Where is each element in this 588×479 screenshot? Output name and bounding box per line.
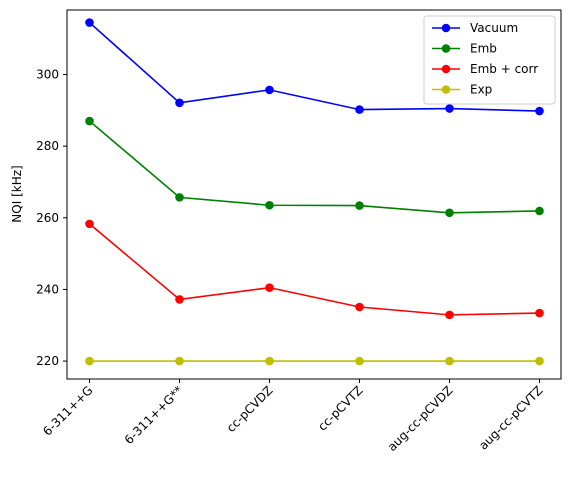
x-tick-label: cc-pCVDZ xyxy=(224,383,276,435)
y-tick-label: 260 xyxy=(36,211,59,225)
legend-label: Vacuum xyxy=(470,21,518,35)
series-emb xyxy=(85,116,544,218)
series-exp xyxy=(85,356,544,366)
series-line xyxy=(88,21,540,112)
data-point xyxy=(85,219,94,229)
data-point xyxy=(355,201,364,210)
x-tick-label: 6-311++G xyxy=(40,383,95,438)
data-point xyxy=(175,98,184,108)
data-point xyxy=(85,18,94,27)
data-point xyxy=(355,105,364,114)
x-tick-label: cc-pCVTZ xyxy=(315,383,365,433)
data-point xyxy=(85,116,94,126)
legend-item: Emb xyxy=(432,42,497,56)
series-emb-corr xyxy=(85,219,544,320)
x-axis-ticks: 6-311++G 6-311++G** cc-pCVDZ cc-pCVTZ aug-cc… xyxy=(40,379,546,454)
plot-frame xyxy=(66,9,562,380)
legend-marker xyxy=(441,44,451,53)
data-point xyxy=(445,356,454,366)
y-axis-label: NQI [kHz] xyxy=(10,165,24,222)
legend-marker xyxy=(441,64,451,74)
legend-item: Exp xyxy=(432,83,492,97)
data-point xyxy=(445,310,454,320)
legend-frame xyxy=(423,15,556,105)
data-point xyxy=(175,193,184,202)
y-axis-ticks: 220 240 260 280 300 xyxy=(36,67,67,368)
legend-marker xyxy=(441,85,451,94)
data-point xyxy=(535,308,544,318)
x-tick-label: aug-cc-pCVTZ xyxy=(476,383,545,452)
x-tick-label: aug-cc-pCVDZ xyxy=(385,383,456,454)
y-tick-label: 280 xyxy=(36,139,59,153)
legend: Vacuum Emb Emb + corr Exp xyxy=(423,15,556,105)
data-point xyxy=(535,106,544,116)
data-point xyxy=(265,283,274,292)
y-tick-label: 220 xyxy=(36,354,59,368)
data-point xyxy=(265,356,274,366)
series-line xyxy=(88,223,540,316)
data-point xyxy=(175,356,184,366)
legend-item: Emb + corr xyxy=(432,62,538,76)
data-point xyxy=(445,208,454,218)
legend-label: Emb + corr xyxy=(470,62,538,76)
series-layer xyxy=(85,18,544,366)
data-point xyxy=(175,295,184,304)
data-point xyxy=(85,356,94,366)
y-tick-label: 240 xyxy=(36,282,59,296)
series-vacuum xyxy=(85,18,544,116)
data-point xyxy=(445,104,454,113)
data-point xyxy=(535,356,544,366)
data-point xyxy=(355,356,364,366)
y-tick-label: 300 xyxy=(36,67,59,81)
data-point xyxy=(535,206,544,216)
x-tick-label: 6-311++G** xyxy=(122,383,186,447)
series-line xyxy=(88,120,540,214)
data-point xyxy=(265,85,274,95)
legend-marker xyxy=(441,23,451,33)
legend-item: Vacuum xyxy=(432,21,518,35)
data-point xyxy=(265,200,274,210)
data-point xyxy=(355,302,364,312)
legend-label: Exp xyxy=(470,83,492,97)
legend-label: Emb xyxy=(470,42,497,56)
